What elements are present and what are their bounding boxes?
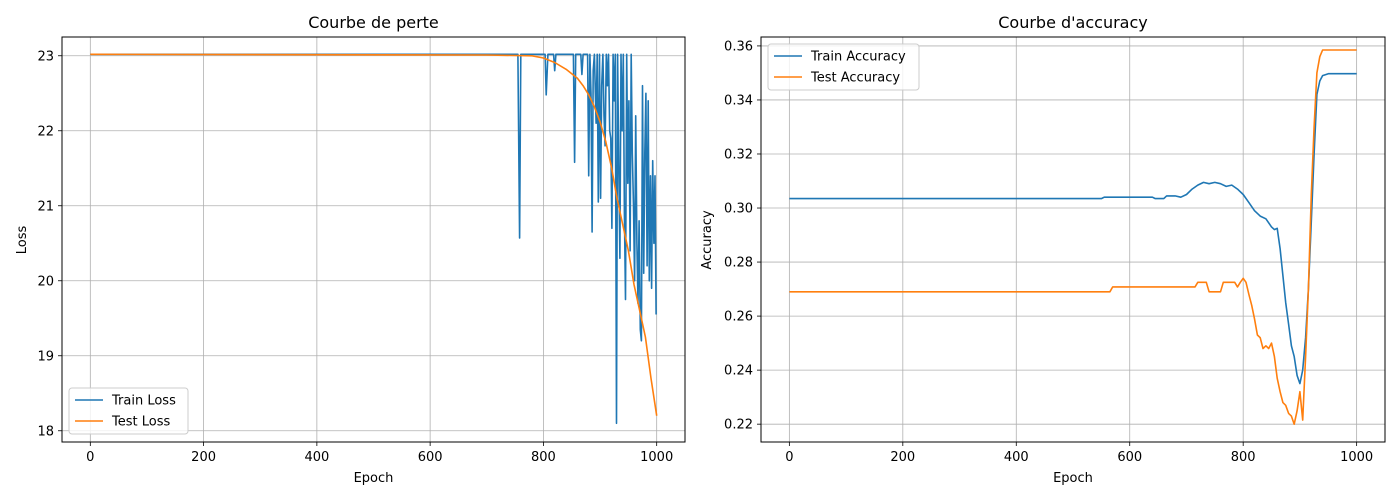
accuracy-x-axis-label: Epoch bbox=[1053, 471, 1093, 486]
loss-x-tick-label: 600 bbox=[418, 450, 443, 465]
loss-ticks: 0 200 400 600 800 1000 18 19 20 21 22 23 bbox=[37, 49, 673, 465]
loss-x-tick-label: 800 bbox=[531, 450, 556, 465]
accuracy-legend: Train Accuracy Test Accuracy bbox=[767, 43, 920, 91]
accuracy-x-tick-label: 0 bbox=[785, 450, 793, 465]
legend-train-loss-label: Train Loss bbox=[111, 394, 176, 409]
accuracy-y-tick-label: 0.34 bbox=[724, 93, 753, 108]
loss-x-tick-label: 400 bbox=[304, 450, 329, 465]
loss-series bbox=[90, 53, 658, 425]
accuracy-series bbox=[789, 49, 1357, 426]
loss-legend: Train Loss Test Loss bbox=[68, 387, 189, 435]
accuracy-chart: Courbe d'accuracy 0 200 400 600 800 10000.220… bbox=[700, 13, 1386, 486]
accuracy-ticks: 0 200 400 600 800 1000 0.22 0.24 0.26 0.28 0.30 0.3… bbox=[724, 39, 1373, 465]
accuracy-y-tick-label: 0.30 bbox=[724, 202, 753, 217]
accuracy-chart-title: Courbe d'accuracy bbox=[998, 13, 1148, 32]
loss-y-tick-label: 21 bbox=[37, 199, 54, 214]
loss-chart-title: Courbe de perte bbox=[308, 13, 439, 32]
loss-x-tick-label: 0 bbox=[86, 450, 94, 465]
train-loss-line bbox=[90, 53, 657, 425]
accuracy-legend-box bbox=[767, 43, 920, 91]
accuracy-y-tick-label: 0.26 bbox=[724, 310, 753, 325]
accuracy-x-tick-label: 600 bbox=[1117, 450, 1142, 465]
loss-chart: Courbe de perte 0 200 400 600 800 1000 18 19 20 2… bbox=[15, 13, 686, 486]
test-loss-line bbox=[90, 53, 658, 416]
accuracy-x-tick-label: 1000 bbox=[1340, 450, 1373, 465]
loss-axes-frame bbox=[61, 36, 686, 443]
legend-test-loss-label: Test Loss bbox=[111, 415, 170, 430]
accuracy-x-tick-label: 400 bbox=[1004, 450, 1029, 465]
accuracy-axes-frame bbox=[760, 36, 1386, 443]
accuracy-x-tick-label: 800 bbox=[1231, 450, 1256, 465]
accuracy-y-tick-label: 0.22 bbox=[724, 418, 753, 433]
test-accuracy-line bbox=[789, 49, 1357, 426]
loss-x-tick-label: 200 bbox=[191, 450, 216, 465]
loss-x-tick-label: 1000 bbox=[640, 450, 673, 465]
loss-y-axis-label: Loss bbox=[15, 226, 30, 255]
legend-test-accuracy-label: Test Accuracy bbox=[810, 71, 900, 86]
accuracy-y-tick-label: 0.28 bbox=[724, 256, 753, 271]
loss-y-tick-label: 23 bbox=[37, 49, 54, 64]
accuracy-x-tick-label: 200 bbox=[890, 450, 915, 465]
loss-y-tick-label: 20 bbox=[37, 274, 54, 289]
loss-x-axis-label: Epoch bbox=[354, 471, 394, 486]
loss-y-tick-label: 19 bbox=[37, 349, 54, 364]
loss-y-tick-label: 18 bbox=[37, 424, 54, 439]
accuracy-y-axis-label: Accuracy bbox=[700, 210, 715, 270]
accuracy-y-tick-label: 0.24 bbox=[724, 364, 753, 379]
loss-y-tick-label: 22 bbox=[37, 124, 54, 139]
accuracy-y-tick-label: 0.32 bbox=[724, 147, 753, 162]
accuracy-y-tick-label: 0.36 bbox=[724, 39, 753, 54]
legend-train-accuracy-label: Train Accuracy bbox=[810, 50, 906, 65]
